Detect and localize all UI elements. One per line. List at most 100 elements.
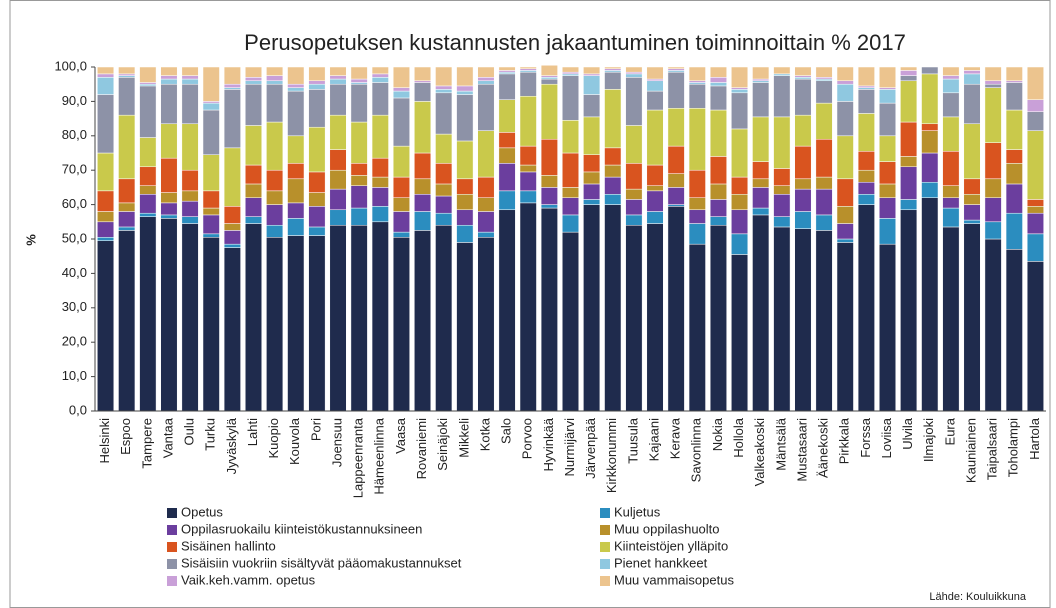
bar-segment (667, 68, 685, 71)
bar-segment (900, 166, 918, 200)
bar-segment (329, 75, 347, 80)
bar-segment (223, 206, 241, 224)
x-tick-label: Turku (203, 418, 218, 451)
y-tick-label: 40,0 (62, 265, 87, 280)
bar-segment (1005, 149, 1023, 164)
bar-segment (371, 221, 389, 412)
bar-segment (245, 164, 262, 185)
bar-segment (815, 77, 833, 80)
bar-segment (202, 154, 220, 192)
x-tick-label: Oulu (182, 418, 197, 445)
bar-segment (245, 223, 262, 412)
bar-segment (646, 185, 664, 192)
x-tick-label: Nurmijärvi (562, 418, 577, 477)
bar-segment (731, 92, 749, 130)
bar-segment (329, 66, 347, 76)
bar-segment (752, 78, 770, 82)
bar-segment (329, 169, 347, 190)
bar-segment (815, 214, 833, 231)
bar-segment (350, 66, 368, 80)
bar-segment (688, 80, 706, 83)
y-axis-label: % (23, 234, 38, 246)
bar-segment (414, 101, 432, 154)
bar-segment (773, 168, 791, 186)
bar-segment (836, 223, 854, 240)
bar-segment (794, 178, 812, 190)
bar-segment (498, 71, 516, 75)
bar-segment (160, 66, 178, 76)
bar-segment (435, 133, 453, 164)
bar-segment (667, 66, 685, 69)
bar-segment (118, 230, 136, 412)
bar-segment (308, 89, 326, 128)
bar-segment (921, 73, 939, 125)
bar-segment (371, 73, 389, 78)
bar-segment (519, 164, 537, 173)
bar-segment (1005, 66, 1023, 82)
bar-segment (604, 70, 622, 73)
bar-segment (540, 187, 558, 205)
bar-segment (836, 178, 854, 207)
bar-segment (942, 75, 960, 80)
bar-segment (857, 113, 875, 152)
bar-segment (308, 66, 326, 82)
bar-segment (498, 73, 516, 100)
bar-segment (984, 142, 1002, 180)
bar-segment (942, 185, 960, 198)
bar-segment (139, 216, 157, 412)
bar-segment (752, 214, 770, 412)
bar-segment (160, 123, 178, 159)
bar-segment (879, 135, 896, 162)
bar-segment (857, 169, 875, 183)
bar-segment (879, 66, 896, 88)
bar-segment (456, 224, 474, 243)
y-tick-label: 20,0 (62, 334, 87, 349)
bar-segment (287, 90, 305, 137)
bar-segment (477, 80, 495, 85)
legend-swatch (167, 525, 177, 535)
x-tick-label: Espoo (118, 418, 133, 455)
bar-segment (1026, 199, 1044, 207)
bar-segment (139, 166, 157, 186)
bar-segment (435, 92, 453, 135)
bar-segment (477, 211, 495, 233)
bar-segment (773, 194, 791, 217)
bar-segment (245, 77, 262, 82)
bar-segment (731, 233, 749, 255)
legend-swatch (167, 542, 177, 552)
bar-segment (562, 75, 579, 121)
bar-segment (900, 156, 918, 168)
bar-segment (97, 77, 115, 95)
bar-segment (245, 183, 262, 198)
bar-segment (477, 231, 495, 238)
bar-segment (709, 199, 727, 217)
bar-segment (604, 147, 622, 166)
source: Lähde: Kouluikkuna (929, 591, 1027, 603)
bar-segment (456, 194, 474, 211)
bar-segment (160, 78, 178, 85)
bar-segment (245, 216, 262, 224)
bar-segment (900, 209, 918, 412)
bar-segment (350, 224, 368, 412)
bar-segment (836, 238, 854, 243)
bar-segment (350, 175, 368, 186)
bar-segment (709, 66, 727, 78)
bar-segment (794, 145, 812, 180)
bar-segment (815, 80, 833, 104)
legend-label: Kiinteistöjen ylläpito (614, 538, 728, 553)
bar-segment (879, 197, 896, 219)
legend-label: Sisäisiin vuokriin sisältyvät pääomakust… (181, 555, 462, 570)
bar-segment (984, 83, 1002, 88)
bar-segment (329, 78, 347, 85)
bar-segment (688, 83, 706, 109)
y-tick-label: 50,0 (62, 230, 87, 245)
bar-segment (752, 161, 770, 180)
bar-segment (287, 178, 305, 204)
bar-segment (435, 85, 453, 90)
bar-segment (118, 66, 136, 75)
bar-segment (181, 83, 199, 125)
bar-segment (900, 75, 918, 82)
bar-segment (731, 87, 749, 90)
bar-segment (139, 66, 157, 83)
bar-segment (857, 66, 875, 87)
